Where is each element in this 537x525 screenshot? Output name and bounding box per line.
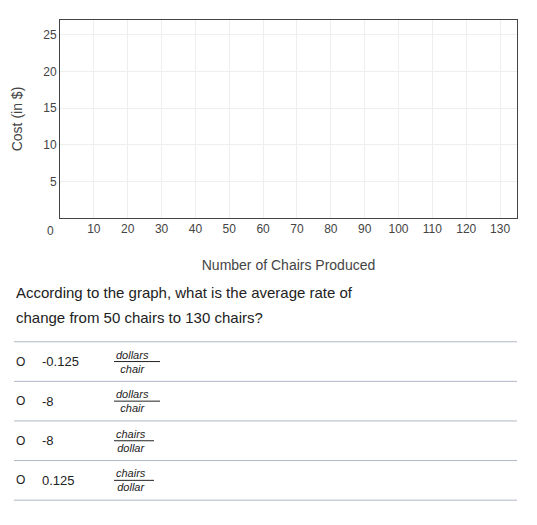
svg-text:110: 110 bbox=[423, 222, 442, 236]
svg-text:25: 25 bbox=[43, 28, 57, 42]
svg-text:0: 0 bbox=[47, 224, 54, 238]
svg-text:100: 100 bbox=[389, 222, 409, 236]
svg-text:0.125: 0.125 bbox=[42, 473, 75, 488]
svg-text:80: 80 bbox=[324, 222, 338, 236]
svg-text:10: 10 bbox=[87, 222, 101, 236]
svg-text:30: 30 bbox=[155, 222, 169, 236]
svg-text:O: O bbox=[16, 355, 25, 369]
svg-text:Cost (in $): Cost (in $) bbox=[9, 87, 25, 152]
svg-text:50: 50 bbox=[223, 222, 237, 236]
svg-text:chairsdollar: chairsdollar bbox=[116, 428, 146, 454]
svg-text:20: 20 bbox=[43, 65, 57, 79]
svg-text:60: 60 bbox=[256, 222, 270, 236]
svg-text:70: 70 bbox=[290, 222, 304, 236]
svg-text:-8: -8 bbox=[42, 433, 54, 448]
svg-text:130: 130 bbox=[490, 222, 510, 236]
svg-text:O: O bbox=[16, 394, 25, 408]
svg-text:90: 90 bbox=[358, 222, 372, 236]
svg-text:O: O bbox=[16, 434, 25, 448]
svg-text:chairsdollar: chairsdollar bbox=[116, 467, 146, 493]
svg-text:5: 5 bbox=[50, 175, 57, 189]
svg-text:120: 120 bbox=[456, 222, 476, 236]
svg-text:Number of Chairs Produced: Number of Chairs Produced bbox=[202, 257, 376, 273]
svg-text:10: 10 bbox=[43, 138, 57, 152]
svg-text:change from 50 chairs to 130 c: change from 50 chairs to 130 chairs? bbox=[16, 309, 263, 326]
svg-text:15: 15 bbox=[43, 101, 57, 115]
svg-text:dollarschair: dollarschair bbox=[116, 349, 149, 375]
svg-text:40: 40 bbox=[189, 222, 203, 236]
svg-text:-8: -8 bbox=[42, 394, 54, 409]
svg-text:According to the graph, what i: According to the graph, what is the aver… bbox=[16, 284, 353, 301]
svg-text:20: 20 bbox=[121, 222, 135, 236]
svg-text:O: O bbox=[16, 473, 25, 487]
svg-text:-0.125: -0.125 bbox=[42, 354, 79, 369]
svg-text:dollarschair: dollarschair bbox=[116, 388, 149, 414]
